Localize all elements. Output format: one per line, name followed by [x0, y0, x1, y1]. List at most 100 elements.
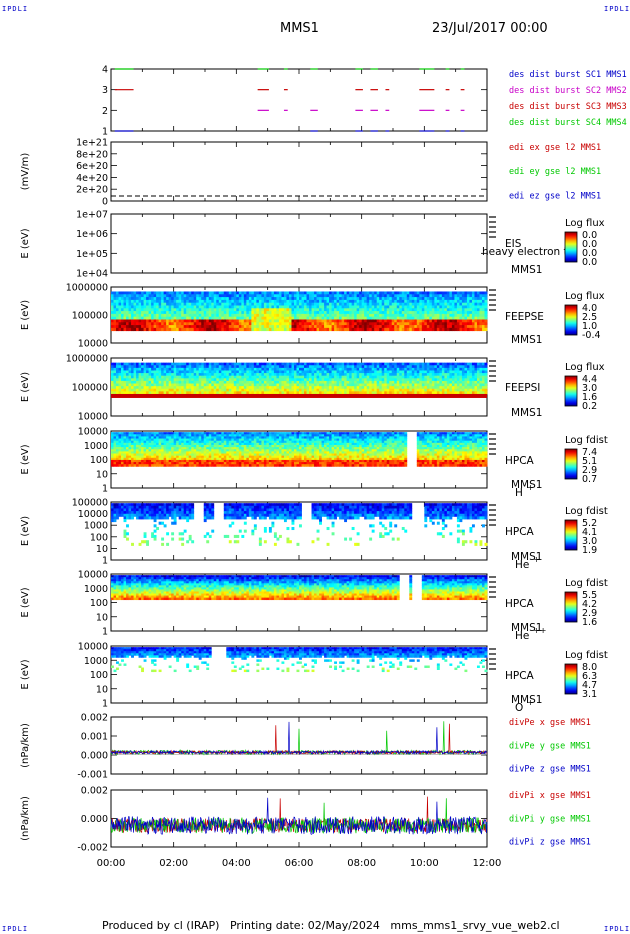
- panel-feepsi-cell: [206, 388, 210, 392]
- panel-feepsi-cell: [276, 378, 280, 382]
- panel-feepse-cell: [236, 308, 240, 312]
- panel-feepse-cell: [193, 322, 197, 326]
- panel-feepsi-cell: [138, 362, 142, 366]
- panel-hpca-h-cell: [176, 457, 180, 461]
- panel-feepse-cell: [231, 299, 235, 304]
- panel-feepse-cell: [466, 322, 470, 326]
- panel-feepsi-cell: [201, 378, 205, 382]
- panel-feepse-cell: [349, 327, 353, 332]
- panel-hpca-h-cell: [188, 457, 192, 461]
- panel-hpca-h-cell: [216, 464, 220, 467]
- panel-feepse-cell: [479, 302, 483, 306]
- panel-feepsi-cell: [271, 380, 275, 384]
- panel-feepse-cell: [369, 311, 373, 315]
- panel-feepse-cell: [268, 316, 272, 320]
- panel-feepse-cell: [451, 297, 455, 301]
- panel-feepse-cell: [466, 316, 470, 320]
- panel-feepse-cell: [198, 319, 202, 323]
- panel-feepse-cell: [479, 305, 483, 309]
- panel-feepse-cell: [176, 297, 180, 301]
- panel-feepse-cell: [381, 319, 385, 323]
- panel-feepse-cell: [286, 305, 290, 309]
- panel-feepsi-cell: [354, 380, 358, 384]
- panel-feepsi-cell: [454, 378, 458, 382]
- panel-hpca-h-cell: [193, 440, 197, 444]
- panel-feepse-cell: [469, 327, 473, 332]
- panel-edi-e-ytick-label: 8e+20: [76, 149, 108, 160]
- panel-feepse-cell: [376, 313, 380, 318]
- panel-feepse-cell: [188, 297, 192, 301]
- panel-feepse-cell: [299, 297, 302, 301]
- panel-hpca-h-cell: [123, 442, 127, 446]
- panel-hpca-h-cell: [138, 434, 142, 437]
- panel-hpca-h-cell: [221, 432, 225, 435]
- panel-hpca-h-cell: [118, 440, 122, 444]
- panel-hpca-h-cell: [198, 449, 202, 452]
- panel-hpca-h-cell: [141, 434, 144, 437]
- panel-hpca-h-cell: [141, 453, 144, 457]
- panel-feepsi-cell: [151, 391, 155, 395]
- panel-feepse-cell: [296, 327, 300, 332]
- panel-feepse-cell: [268, 313, 272, 318]
- panel-feepse-cell: [123, 305, 127, 309]
- panel-feepse-cell: [266, 294, 270, 298]
- panel-feepsi-cell: [481, 375, 485, 379]
- panel-eis-frame: [110, 213, 488, 274]
- panel-feepsi-cell: [466, 386, 470, 390]
- panel-feepse-cell: [296, 297, 300, 301]
- panel-feepsi-cell: [381, 365, 385, 369]
- panel-feepse-cell: [466, 308, 470, 312]
- panel-feepsi-cell: [118, 383, 122, 387]
- panel-feepsi-cell: [321, 375, 325, 379]
- panel-feepse-cell: [384, 322, 388, 326]
- panel-feepsi-cell: [316, 378, 320, 382]
- panel-feepse-cell: [379, 297, 383, 301]
- panel-feepse-cell: [311, 313, 315, 318]
- panel-feepsi-cell: [191, 378, 195, 382]
- panel-hpca-h-cell: [211, 447, 215, 450]
- panel-feepse-cell: [231, 291, 235, 295]
- panel-feepse-cell: [431, 327, 435, 332]
- panel-feepse-cell: [396, 311, 400, 315]
- panel-feepse-cell: [166, 302, 170, 306]
- panel-hpca-h-cell: [183, 462, 187, 465]
- panel-hpca-h-cell: [223, 455, 227, 459]
- panel-feepsi-cell: [411, 362, 415, 366]
- panel-feepse-cell: [471, 291, 475, 295]
- panel-hpca-h-cell: [113, 457, 117, 461]
- panel-feepsi-cell: [391, 370, 395, 374]
- panel-feepsi-cell: [268, 386, 272, 390]
- panel-feepsi-cell: [381, 383, 385, 387]
- panel-feepsi-cell: [431, 383, 435, 387]
- panel-feepsi-cell: [143, 383, 147, 387]
- panel-feepsi-cell: [324, 378, 327, 382]
- panel-feepse-cell: [223, 316, 227, 320]
- panel-feepse-cell: [404, 322, 408, 326]
- panel-feepse-cell: [226, 299, 230, 304]
- panel-feepsi-cell: [414, 375, 418, 379]
- panel-hpca-h-cell: [176, 442, 180, 446]
- panel-feepsi-cell: [464, 373, 468, 377]
- panel-feepsi-cell: [256, 388, 260, 392]
- panel-feepse-cell: [394, 308, 398, 312]
- panel-feepse-cell: [399, 322, 403, 326]
- panel-feepsi-cell: [391, 383, 395, 387]
- panel-hpca-h-cell: [216, 434, 220, 437]
- panel-feepse-cell: [141, 299, 144, 304]
- panel-feepse-cell: [213, 291, 217, 295]
- panel-burst-ytick-label: 2: [102, 106, 108, 117]
- panel-feepsi-cell: [426, 375, 430, 379]
- panel-hpca-h-cell: [123, 444, 127, 448]
- panel-feepse-cell: [193, 305, 197, 309]
- panel-feepsi-cell: [356, 362, 360, 366]
- panel-feepse-cell: [401, 299, 405, 304]
- panel-feepse-cell: [153, 322, 157, 326]
- panel-feepse-cell: [133, 322, 137, 326]
- panel-feepse-cell: [454, 316, 458, 320]
- panel-hpca-h-cell: [143, 462, 147, 465]
- panel-feepse-cell: [131, 325, 134, 329]
- panel-feepse-cell: [409, 291, 413, 295]
- panel-feepsi-cell: [253, 375, 257, 379]
- panel-feepsi-cell: [376, 380, 380, 384]
- panel-hpca-h-cell: [161, 436, 165, 439]
